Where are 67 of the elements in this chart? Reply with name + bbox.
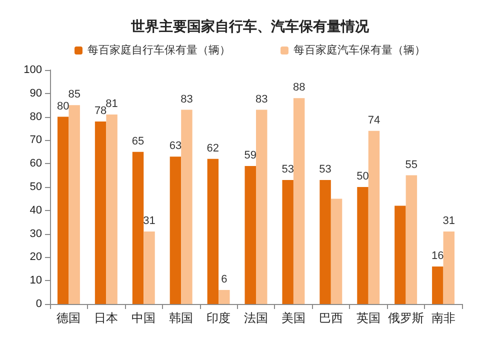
data-label: 74 <box>368 114 380 126</box>
data-label: 85 <box>68 88 80 101</box>
x-tick-label: 英国 <box>356 311 380 325</box>
data-label: 63 <box>169 140 182 152</box>
y-tick-label: 90 <box>30 87 42 100</box>
y-tick-label: 80 <box>30 110 42 123</box>
bar <box>181 110 192 304</box>
data-label: 50 <box>356 170 369 182</box>
data-label: 55 <box>405 158 418 171</box>
bar <box>132 152 144 304</box>
bar <box>432 266 444 304</box>
y-tick-label: 70 <box>30 134 42 146</box>
y-tick-label: 30 <box>30 228 42 240</box>
bar <box>207 158 219 304</box>
bar <box>106 114 118 304</box>
bar <box>57 116 69 304</box>
data-label: 62 <box>206 142 220 154</box>
x-tick-label: 南非 <box>431 311 456 325</box>
bar <box>394 206 406 304</box>
data-label: 65 <box>132 135 144 148</box>
bar <box>68 105 80 304</box>
data-label: 31 <box>143 214 156 227</box>
bar <box>293 98 305 304</box>
data-label: 78 <box>94 104 107 117</box>
data-label: 88 <box>292 82 306 94</box>
data-label: 16 <box>432 250 444 262</box>
y-tick-label: 20 <box>30 251 42 264</box>
data-label: 83 <box>255 93 268 106</box>
x-tick-label: 德国 <box>56 311 81 325</box>
chart-title: 世界主要国家自行车、汽车保有量情况 <box>130 18 370 34</box>
bar <box>144 231 155 304</box>
data-label: 80 <box>56 100 70 112</box>
bar <box>282 180 294 304</box>
data-label: 59 <box>244 149 257 162</box>
bar <box>368 130 380 304</box>
data-label: 31 <box>442 214 456 227</box>
x-tick-label: 印度 <box>206 311 231 325</box>
legend-label: 每百家庭汽车保有量（辆） <box>294 44 426 56</box>
data-label: 81 <box>106 98 118 110</box>
data-label: 53 <box>319 163 332 176</box>
bar <box>443 231 455 304</box>
data-label: 6 <box>221 273 228 286</box>
y-tick-label: 60 <box>30 158 42 170</box>
x-tick-label: 巴西 <box>318 311 343 325</box>
x-tick-label: 中国 <box>132 311 156 325</box>
bar <box>406 175 418 304</box>
bar <box>330 198 342 304</box>
x-tick-label: 日本 <box>94 311 118 325</box>
bar <box>170 156 182 304</box>
y-tick-label: 10 <box>30 274 42 287</box>
y-tick-label: 50 <box>30 181 42 193</box>
bar <box>357 187 368 304</box>
x-tick-label: 俄罗斯 <box>388 311 424 325</box>
x-tick-label: 美国 <box>281 311 306 325</box>
bar <box>320 180 331 304</box>
y-tick-label: 100 <box>24 64 42 76</box>
data-label: 83 <box>180 93 193 106</box>
x-tick-label: 韩国 <box>169 311 194 325</box>
bar <box>218 290 230 304</box>
y-tick-label: 0 <box>36 298 42 310</box>
bar <box>256 110 268 304</box>
bar <box>94 121 106 304</box>
bar <box>244 166 256 304</box>
x-tick-label: 法国 <box>244 311 268 325</box>
data-label: 53 <box>282 163 294 176</box>
y-tick-label: 40 <box>30 204 42 216</box>
legend-label: 每百家庭自行车保有量（辆） <box>88 44 230 56</box>
